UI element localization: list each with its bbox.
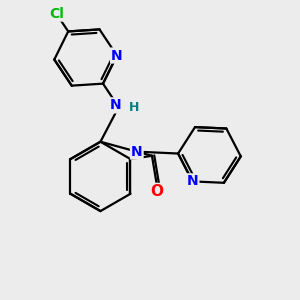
Text: N: N — [187, 174, 198, 188]
Text: Cl: Cl — [49, 7, 64, 21]
Text: N: N — [111, 49, 123, 62]
Text: N: N — [131, 145, 142, 159]
Text: H: H — [129, 100, 140, 114]
Text: O: O — [150, 184, 164, 199]
Text: N: N — [110, 98, 121, 112]
